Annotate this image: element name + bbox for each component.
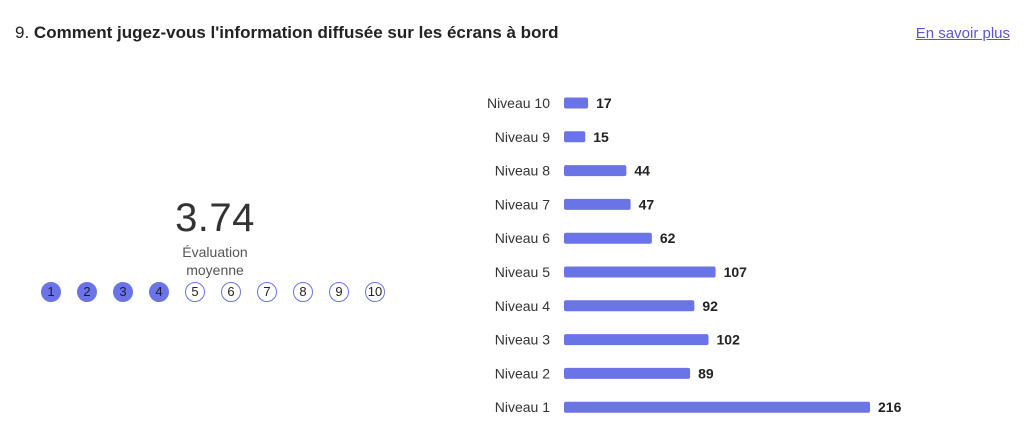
bar-value-label: 47 xyxy=(639,196,655,212)
question-number: 9. xyxy=(15,23,30,42)
rating-scale-dot-1: 1 xyxy=(41,282,61,302)
bar xyxy=(564,401,870,413)
category-label: Niveau 5 xyxy=(495,264,550,280)
bar-value-label: 44 xyxy=(634,163,650,179)
bar-value-label: 92 xyxy=(702,298,718,314)
rating-scale-dot-4: 4 xyxy=(149,282,169,302)
category-label: Niveau 8 xyxy=(495,163,550,179)
category-label: Niveau 7 xyxy=(495,196,550,212)
bar xyxy=(564,266,716,278)
rating-scale-dot-3: 3 xyxy=(113,282,133,302)
bar xyxy=(564,367,691,379)
bar xyxy=(564,334,709,346)
bar-value-label: 102 xyxy=(717,332,741,348)
bar-value-label: 216 xyxy=(878,399,902,415)
bar-value-label: 62 xyxy=(660,230,676,246)
category-label: Niveau 4 xyxy=(495,298,550,314)
category-label: Niveau 1 xyxy=(495,399,550,415)
bar xyxy=(564,131,586,143)
bar xyxy=(564,232,652,244)
question-heading: 9. Comment jugez-vous l'information diff… xyxy=(15,22,558,44)
bar-value-label: 15 xyxy=(593,129,609,145)
average-rating: 3.74 Évaluation moyenne xyxy=(15,195,415,279)
bar xyxy=(564,300,695,312)
bar xyxy=(564,97,589,109)
rating-scale-dot-8: 8 xyxy=(293,282,313,302)
bar xyxy=(564,198,631,210)
average-rating-caption: Évaluation moyenne xyxy=(182,244,248,278)
bar-value-label: 107 xyxy=(724,264,748,280)
rating-scale-dot-6: 6 xyxy=(221,282,241,302)
category-label: Niveau 3 xyxy=(495,332,550,348)
question-text: Comment jugez-vous l'information diffusé… xyxy=(33,23,559,42)
category-label: Niveau 6 xyxy=(495,230,550,246)
rating-scale-dot-2: 2 xyxy=(77,282,97,302)
bar-value-label: 89 xyxy=(698,365,714,381)
average-rating-value: 3.74 xyxy=(175,196,255,240)
bar xyxy=(564,165,627,177)
rating-scale-dot-10: 10 xyxy=(365,282,385,302)
rating-scale-dot-9: 9 xyxy=(329,282,349,302)
rating-scale-dot-7: 7 xyxy=(257,282,277,302)
category-label: Niveau 2 xyxy=(495,365,550,381)
bar-value-label: 17 xyxy=(596,95,612,111)
category-label: Niveau 9 xyxy=(495,129,550,145)
learn-more-link[interactable]: En savoir plus xyxy=(915,25,1010,42)
rating-scale-dot-5: 5 xyxy=(185,282,205,302)
category-label: Niveau 10 xyxy=(487,95,550,111)
